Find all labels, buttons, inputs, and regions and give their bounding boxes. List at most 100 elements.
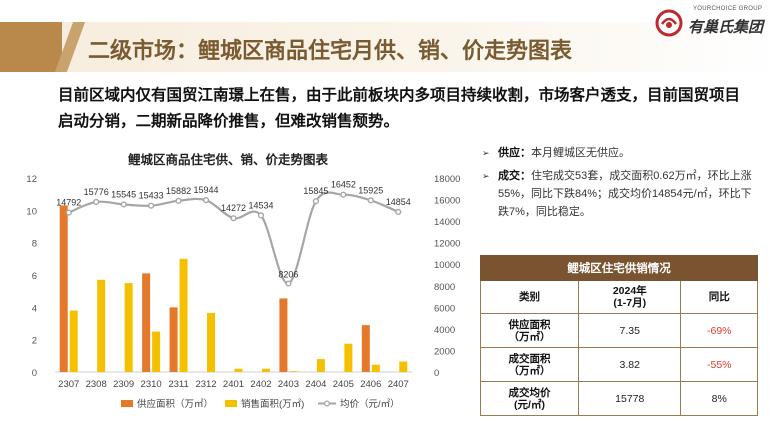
- price-data-label: 15925: [358, 185, 383, 195]
- col-label: 2024年 (1-7月): [612, 285, 647, 309]
- legend-label-sales: 销售面积(万㎡): [241, 398, 304, 410]
- y-left-tick-label: 0: [32, 368, 37, 379]
- sales-bar: [179, 258, 188, 372]
- y-right-tick-label: 18000: [434, 174, 460, 185]
- x-tick-label: 2407: [388, 379, 409, 390]
- y-right-tick-label: 8000: [434, 282, 455, 293]
- price-point: [312, 198, 319, 205]
- x-tick-label: 2403: [278, 379, 299, 390]
- deal-note-text: 住宅成交53套，成交面积0.62万㎡，环比上涨55%，同比下跌84%；成交均价1…: [498, 170, 752, 218]
- supply-bar: [142, 273, 151, 372]
- y-left-tick-label: 10: [26, 206, 37, 217]
- legend-swatch-price-marker: [323, 400, 331, 407]
- supply-bar: [59, 205, 68, 372]
- bullet-arrow-icon: ➢: [482, 148, 490, 158]
- supply-sales-table: 鲤城区住宅供销情况 类别 2024年 (1-7月) 同比 供应面积 （万㎡） 7…: [480, 255, 758, 416]
- x-tick-label: 2312: [195, 379, 216, 390]
- y-right-tick-label: 2000: [434, 346, 455, 357]
- price-data-label: 14272: [221, 203, 246, 213]
- y-right-tick-label: 12000: [434, 239, 460, 250]
- sales-bar: [97, 279, 106, 372]
- market-notes: ➢ 供应：本月鲤城区无供应。 ➢ 成交：住宅成交53套，成交面积0.62万㎡，环…: [482, 144, 757, 226]
- x-tick-label: 2309: [113, 379, 134, 390]
- price-data-label: 15545: [111, 189, 136, 199]
- table-caption: 鲤城区住宅供销情况: [480, 255, 758, 281]
- row-change: 8%: [680, 381, 758, 416]
- sales-bar: [152, 331, 161, 372]
- price-point: [340, 191, 347, 198]
- price-data-label: 8206: [278, 270, 298, 280]
- logo-name: 有巢氏集团: [688, 19, 764, 36]
- x-tick-label: 2310: [141, 379, 162, 390]
- sales-bar: [316, 359, 325, 372]
- sales-bar: [399, 361, 408, 372]
- price-point: [395, 208, 402, 216]
- y-left-tick-label: 6: [32, 271, 37, 282]
- row-change: -69%: [680, 313, 758, 348]
- x-tick-label: 2406: [360, 379, 381, 390]
- x-tick-label: 2402: [250, 379, 271, 390]
- supply-note-text: 本月鲤城区无供应。: [531, 147, 630, 159]
- table-header-period: 2024年 (1-7月): [577, 280, 682, 314]
- table-header-category: 类别: [480, 280, 579, 314]
- row-change: -55%: [680, 347, 758, 382]
- y-right-tick-label: 4000: [434, 325, 455, 336]
- price-point: [148, 202, 155, 209]
- y-right-tick-label: 14000: [434, 217, 460, 228]
- price-point: [367, 197, 374, 204]
- price-point: [120, 201, 127, 208]
- title-accent-bar: [0, 22, 62, 72]
- price-data-label: 14854: [386, 197, 411, 207]
- price-point: [202, 197, 210, 204]
- x-tick-label: 2405: [333, 379, 354, 390]
- title-band: [0, 22, 780, 72]
- table-header-yoy: 同比: [680, 280, 758, 314]
- price-point: [175, 197, 182, 204]
- x-tick-label: 2401: [223, 379, 244, 390]
- bullet-arrow-icon: ➢: [482, 171, 490, 181]
- price-data-label: 14534: [248, 200, 273, 210]
- row-label: 成交均价 (元/㎡): [480, 381, 579, 416]
- sales-bar: [261, 368, 270, 372]
- price-point: [93, 198, 100, 206]
- price-point: [65, 209, 72, 216]
- supply-bar: [279, 298, 288, 372]
- price-point: [230, 215, 237, 222]
- sales-bar: [371, 364, 380, 372]
- intro-paragraph: 目前区域内仅有国贸江南璟上在售，由于此前板块内多项目持续收割，市场客户透支，目前…: [58, 87, 741, 130]
- col-label: 同比: [708, 291, 730, 303]
- legend-swatch-supply: [121, 400, 133, 407]
- sales-bar: [124, 283, 133, 372]
- x-tick-label: 2404: [305, 379, 326, 390]
- legend-label-price: 均价（元/㎡）: [340, 398, 400, 410]
- price-point: [285, 280, 292, 287]
- row-label: 供应面积 （万㎡）: [480, 313, 579, 348]
- y-right-tick-label: 16000: [434, 196, 460, 207]
- legend-swatch-sales: [225, 400, 237, 407]
- sales-bar: [207, 312, 216, 372]
- sales-bar: [344, 343, 353, 372]
- deal-note: ➢ 成交：住宅成交53套，成交面积0.62万㎡，环比上涨55%，同比下跌84%；…: [482, 167, 757, 221]
- supply-bar: [169, 307, 178, 372]
- legend-label-supply: 供应面积（万㎡）: [137, 398, 213, 410]
- y-left-tick-label: 8: [32, 239, 37, 250]
- table-row: 供应面积 （万㎡） 7.35 -69%: [480, 313, 758, 348]
- y-left-tick-label: 12: [26, 174, 37, 185]
- table-row: 成交面积 （万㎡） 3.82 -55%: [480, 347, 758, 382]
- row-value: 15778: [577, 381, 682, 416]
- x-tick-label: 2311: [168, 379, 188, 390]
- y-left-tick-label: 2: [32, 336, 37, 347]
- price-point: [257, 212, 265, 219]
- table-row: 成交均价 (元/㎡) 15778 8%: [480, 381, 758, 416]
- x-tick-label: 2307: [58, 379, 79, 390]
- price-data-label: 15776: [84, 187, 109, 197]
- row-label: 成交面积 （万㎡）: [480, 347, 579, 382]
- price-data-label: 15882: [166, 186, 191, 196]
- y-right-tick-label: 0: [434, 368, 439, 379]
- supply-note: ➢ 供应：本月鲤城区无供应。: [482, 144, 757, 162]
- chart-title: 鲤城区商品住宅供、销、价走势图表: [128, 153, 329, 167]
- price-data-label: 15845: [303, 186, 328, 196]
- sales-bar: [234, 368, 243, 372]
- y-left-tick-label: 4: [32, 303, 37, 314]
- supply-note-label: 供应：: [498, 147, 531, 159]
